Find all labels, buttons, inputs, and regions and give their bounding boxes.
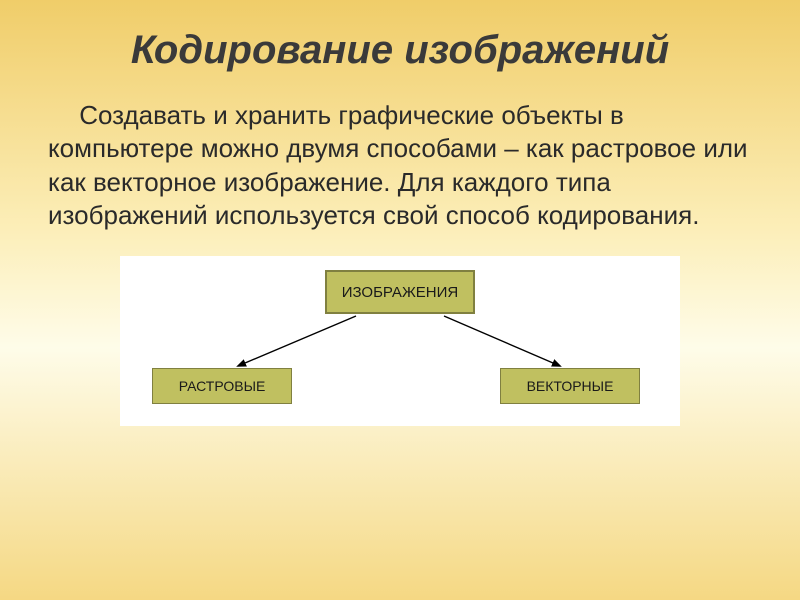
description-paragraph: Создавать и хранить графические объекты … [48, 99, 752, 232]
diagram-container: ИЗОБРАЖЕНИЯ РАСТРОВЫЕ ВЕКТОРНЫЕ [48, 256, 752, 426]
tree-diagram: ИЗОБРАЖЕНИЯ РАСТРОВЫЕ ВЕКТОРНЫЕ [120, 256, 680, 426]
page-title: Кодирование изображений [48, 28, 752, 73]
node-right: ВЕКТОРНЫЕ [500, 368, 640, 404]
edge-1 [444, 316, 560, 366]
node-root: ИЗОБРАЖЕНИЯ [325, 270, 475, 314]
node-left: РАСТРОВЫЕ [152, 368, 292, 404]
edge-0 [238, 316, 356, 366]
